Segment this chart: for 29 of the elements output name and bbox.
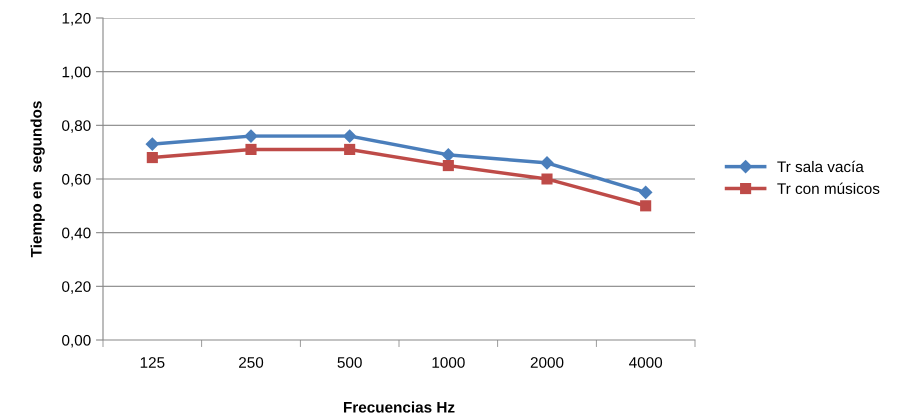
y-axis-title: Tiempo en segundos: [30, 101, 45, 258]
x-tick-label: 500: [338, 357, 362, 368]
y-tick-label: 0,20: [62, 281, 91, 294]
y-tick-label: 0,60: [62, 174, 91, 186]
legend-label: Tr sala vacía: [777, 160, 864, 172]
point: [640, 200, 652, 212]
point: [540, 156, 554, 170]
point: [442, 148, 455, 162]
x-axis-title: Frecuencias Hz: [344, 401, 454, 413]
point: [442, 160, 454, 172]
y-tick-label: 0,40: [62, 228, 91, 240]
x-tick-label: 125: [140, 357, 164, 368]
x-tick-label: 1000: [432, 357, 465, 368]
y-tick-label: 1,00: [62, 66, 91, 80]
point: [344, 144, 356, 156]
x-tick-label: 4000: [629, 357, 662, 368]
y-tick-label: 1,20: [62, 12, 91, 26]
x-tick-label: 250: [239, 357, 264, 368]
y-tick-label: 0,00: [62, 334, 91, 348]
point: [639, 186, 652, 200]
x-tick-label: 2000: [530, 357, 564, 368]
point: [244, 129, 258, 143]
point: [343, 129, 356, 143]
y-tick-label: 0,80: [62, 120, 91, 133]
point: [146, 138, 159, 151]
point: [146, 152, 158, 164]
point: [541, 173, 553, 185]
point: [245, 144, 257, 156]
legend-label: Tr con músicos: [777, 182, 880, 194]
